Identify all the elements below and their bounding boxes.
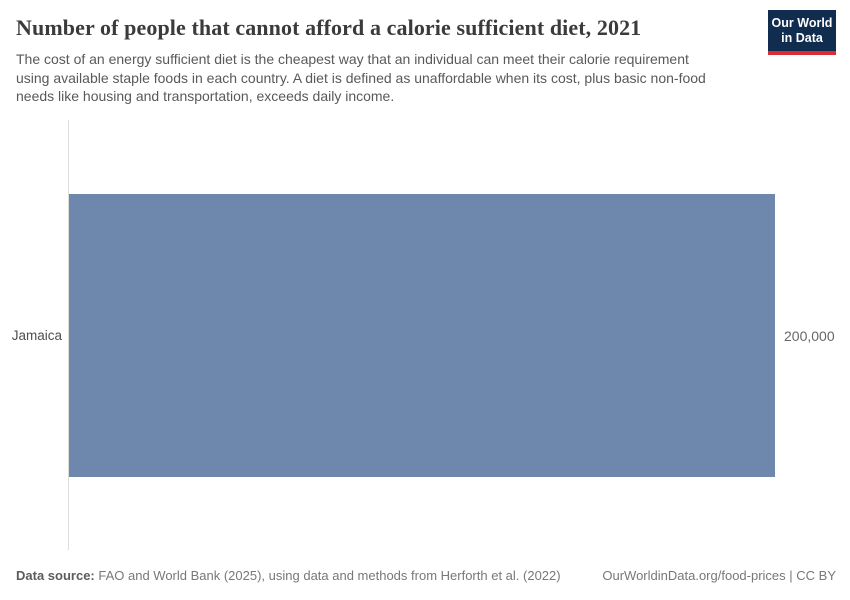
chart-subtitle: The cost of an energy sufficient diet is… xyxy=(16,51,706,104)
value-label: 200,000 xyxy=(784,328,835,344)
owid-link[interactable]: OurWorldinData.org/food-prices | CC BY xyxy=(602,568,836,583)
page-title: Number of people that cannot afford a ca… xyxy=(16,15,642,40)
owid-logo-line2: in Data xyxy=(781,30,823,45)
y-axis-line xyxy=(68,120,69,550)
chart-footer: Data source: FAO and World Bank (2025), … xyxy=(16,568,836,583)
data-source-label: Data source: xyxy=(16,568,95,583)
data-source-note: Data source: FAO and World Bank (2025), … xyxy=(16,568,561,583)
owid-logo: Our World in Data xyxy=(768,10,836,55)
bar-jamaica[interactable] xyxy=(69,194,775,477)
entity-label: Jamaica xyxy=(11,328,62,343)
owid-logo-line1: Our World xyxy=(771,15,833,30)
data-source-text: FAO and World Bank (2025), using data an… xyxy=(94,568,561,583)
